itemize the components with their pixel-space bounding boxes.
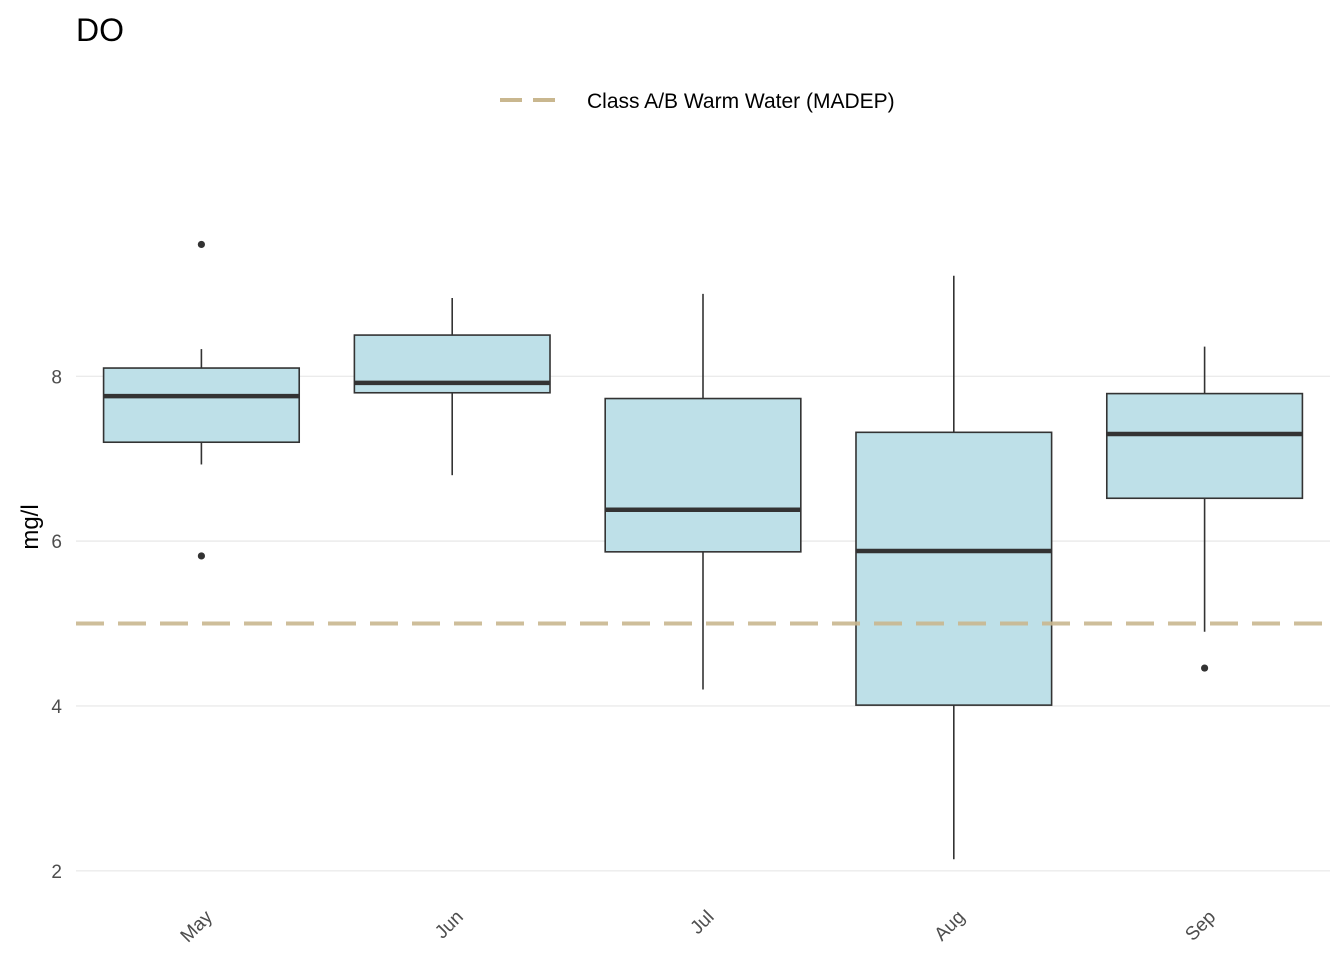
box-body bbox=[1105, 392, 1304, 500]
box-body bbox=[604, 397, 802, 553]
outlier-point bbox=[1201, 664, 1209, 672]
y-tick-label: 8 bbox=[51, 367, 62, 388]
x-tick-label: Jun bbox=[431, 907, 468, 944]
y-axis-ticks: 2 4 6 8 bbox=[51, 367, 62, 883]
box-sep bbox=[1105, 346, 1304, 672]
chart-title: DO bbox=[76, 12, 124, 48]
box-jul bbox=[604, 293, 802, 690]
x-tick-label: May bbox=[177, 906, 218, 947]
legend-label: Class A/B Warm Water (MADEP) bbox=[587, 90, 895, 113]
x-axis-ticks: May Jun Jul Aug Sep bbox=[177, 906, 1220, 947]
box-jun bbox=[353, 297, 551, 476]
box-may bbox=[102, 240, 301, 560]
y-tick-label: 2 bbox=[51, 862, 62, 883]
y-tick-label: 6 bbox=[51, 532, 62, 553]
box-body bbox=[102, 367, 301, 444]
x-tick-label: Sep bbox=[1181, 907, 1220, 946]
box-body bbox=[855, 431, 1053, 706]
box-aug bbox=[855, 275, 1053, 860]
x-tick-label: Jul bbox=[687, 907, 719, 939]
y-tick-label: 4 bbox=[51, 697, 62, 718]
x-tick-label: Aug bbox=[931, 907, 970, 946]
outlier-point bbox=[197, 240, 205, 249]
boxplots bbox=[102, 240, 1304, 860]
y-axis-label: mg/l bbox=[17, 504, 44, 549]
legend: Class A/B Warm Water (MADEP) bbox=[500, 90, 895, 113]
outlier-point bbox=[197, 552, 205, 560]
